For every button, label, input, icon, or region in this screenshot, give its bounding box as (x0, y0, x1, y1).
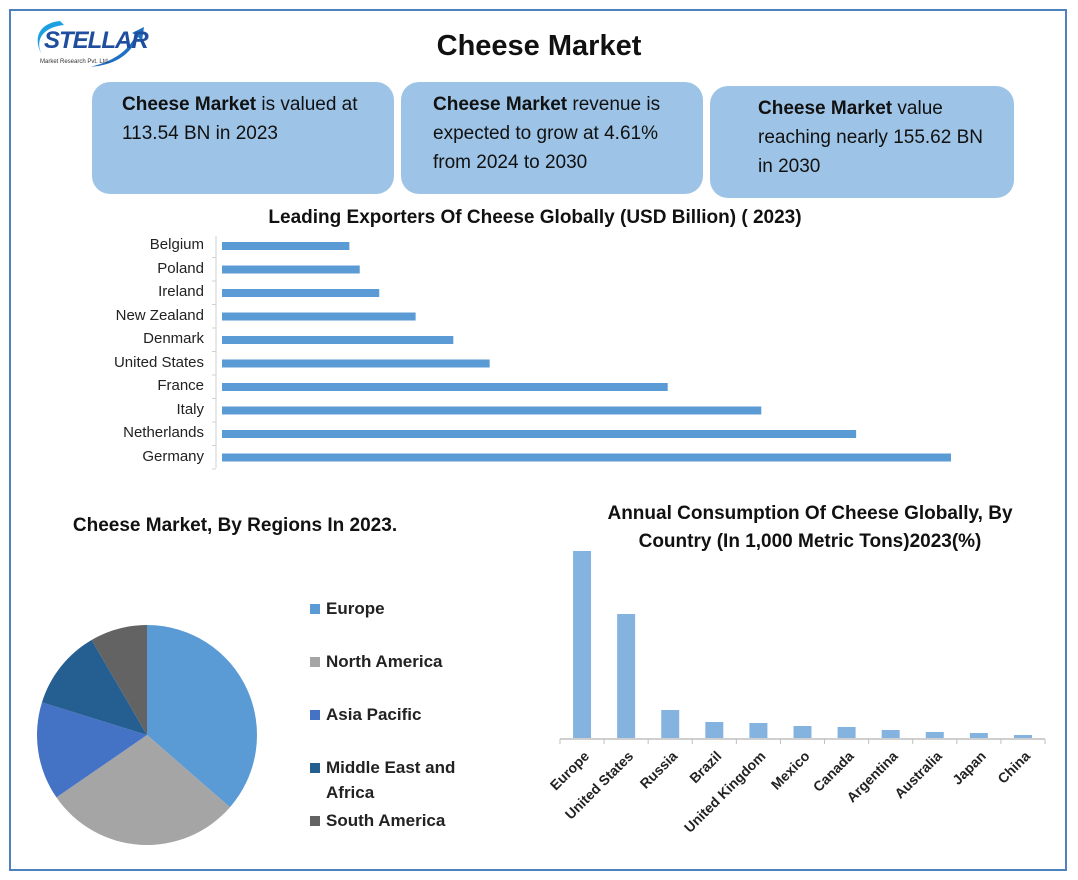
logo-text: STELLAR (44, 27, 149, 54)
bar-brazil (705, 722, 724, 738)
bar-europe (573, 551, 592, 738)
stat-box-forecast: Cheese Market value reaching nearly 155.… (710, 86, 1014, 198)
y-tick-label: Belgium (149, 236, 204, 253)
regions-chart-title: Cheese Market, By Regions In 2023. (72, 515, 398, 536)
x-tick-label: Japan (949, 748, 989, 788)
legend-label: Asia Pacific (326, 705, 422, 724)
legend-item: Asia Pacific (310, 702, 480, 727)
bar-china (1013, 735, 1032, 738)
y-tick-label: Ireland (158, 283, 204, 300)
legend-swatch (310, 816, 320, 826)
x-tick-label: Brazil (686, 748, 724, 786)
legend-label: South America (326, 811, 446, 830)
infographic-frame (9, 9, 1067, 871)
bar-united-kingdom (749, 723, 768, 738)
legend-swatch (310, 710, 320, 720)
bar-italy (222, 406, 762, 415)
bar-japan (969, 733, 988, 738)
consumption-chart-title: Annual Consumption Of Cheese Globally, B… (607, 503, 1013, 552)
logo-swoosh-icon (37, 21, 144, 67)
bar-belgium (222, 242, 350, 250)
y-tick-label: Germany (142, 447, 204, 465)
pie-slice-north-america (56, 735, 230, 846)
pie-slice-south-america (91, 625, 147, 735)
y-tick-label: New Zealand (115, 306, 204, 324)
x-tick-label: Mexico (768, 748, 813, 793)
bar-australia (925, 732, 944, 738)
pie-slice-europe (147, 625, 257, 808)
y-tick-label: Poland (157, 259, 204, 277)
legend-swatch (310, 657, 320, 667)
legend-item: Middle East and Africa (310, 755, 480, 805)
bar-poland (222, 265, 360, 274)
legend-item: South America (310, 808, 480, 833)
bar-argentina (881, 730, 900, 738)
bar-denmark (222, 336, 454, 344)
x-tick-label: China (994, 748, 1033, 787)
pie-slice-asia-pacific (36, 702, 147, 798)
legend-swatch (310, 763, 320, 773)
bar-russia (661, 710, 680, 738)
stat-box-value: Cheese Market is valued at 113.54 BN in … (92, 82, 394, 194)
y-tick-label: France (157, 377, 204, 394)
y-tick-label: Netherlands (123, 424, 204, 441)
bar-germany (222, 453, 951, 462)
stellar-logo: STELLAR Market Research Pvt. Ltd. (30, 15, 150, 75)
bar-mexico (793, 726, 812, 738)
legend-label: Middle East and Africa (326, 758, 456, 802)
page-title: Cheese Market (436, 30, 642, 62)
bar-canada (837, 727, 856, 738)
bar-netherlands (222, 430, 857, 438)
legend-label: Europe (326, 599, 385, 618)
legend-item: Europe (310, 596, 480, 621)
bar-united-states (617, 614, 636, 738)
bar-new-zealand (222, 312, 416, 321)
stat-box-growth: Cheese Market revenue is expected to gro… (401, 82, 703, 194)
legend-item: North America (310, 649, 480, 674)
logo-subtext: Market Research Pvt. Ltd. (40, 59, 110, 65)
y-tick-label: Denmark (143, 330, 204, 347)
bar-ireland (222, 289, 380, 297)
legend-label: North America (326, 652, 443, 671)
legend-swatch (310, 604, 320, 614)
y-tick-label: United States (113, 353, 204, 371)
y-tick-label: Italy (176, 400, 204, 418)
x-tick-label: Russia (637, 748, 681, 792)
regions-pie-chart (36, 625, 257, 846)
bar-france (222, 383, 668, 391)
exporters-chart-title: Leading Exporters Of Cheese Globally (US… (268, 207, 802, 228)
x-tick-label: United Kingdom (681, 748, 769, 836)
pie-slice-middle-east-and-africa (41, 639, 147, 735)
x-tick-label: Australia (891, 748, 945, 802)
bar-united-states (222, 359, 490, 368)
